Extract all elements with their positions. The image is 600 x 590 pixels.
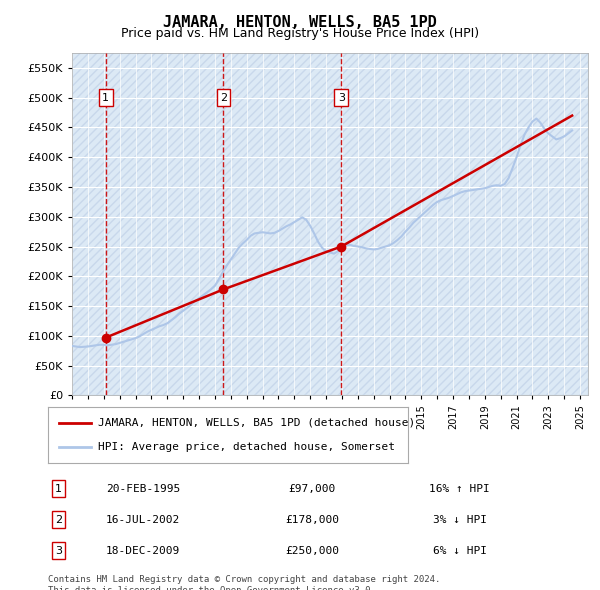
Text: 1: 1 xyxy=(103,93,109,103)
Text: HPI: Average price, detached house, Somerset: HPI: Average price, detached house, Some… xyxy=(98,442,395,453)
Text: 3% ↓ HPI: 3% ↓ HPI xyxy=(433,514,487,525)
Text: JAMARA, HENTON, WELLS, BA5 1PD (detached house): JAMARA, HENTON, WELLS, BA5 1PD (detached… xyxy=(98,418,416,428)
Text: 20-FEB-1995: 20-FEB-1995 xyxy=(106,484,180,493)
Text: 16% ↑ HPI: 16% ↑ HPI xyxy=(430,484,490,493)
Text: 18-DEC-2009: 18-DEC-2009 xyxy=(106,546,180,556)
Text: 3: 3 xyxy=(55,546,62,556)
Text: 2: 2 xyxy=(55,514,62,525)
Text: Price paid vs. HM Land Registry's House Price Index (HPI): Price paid vs. HM Land Registry's House … xyxy=(121,27,479,40)
Text: 3: 3 xyxy=(338,93,345,103)
Text: JAMARA, HENTON, WELLS, BA5 1PD: JAMARA, HENTON, WELLS, BA5 1PD xyxy=(163,15,437,30)
Text: £250,000: £250,000 xyxy=(285,546,339,556)
Text: £178,000: £178,000 xyxy=(285,514,339,525)
Text: Contains HM Land Registry data © Crown copyright and database right 2024.
This d: Contains HM Land Registry data © Crown c… xyxy=(48,575,440,590)
Text: 6% ↓ HPI: 6% ↓ HPI xyxy=(433,546,487,556)
Text: 16-JUL-2002: 16-JUL-2002 xyxy=(106,514,180,525)
Text: 2: 2 xyxy=(220,93,227,103)
Text: 1: 1 xyxy=(55,484,62,493)
Text: £97,000: £97,000 xyxy=(289,484,335,493)
